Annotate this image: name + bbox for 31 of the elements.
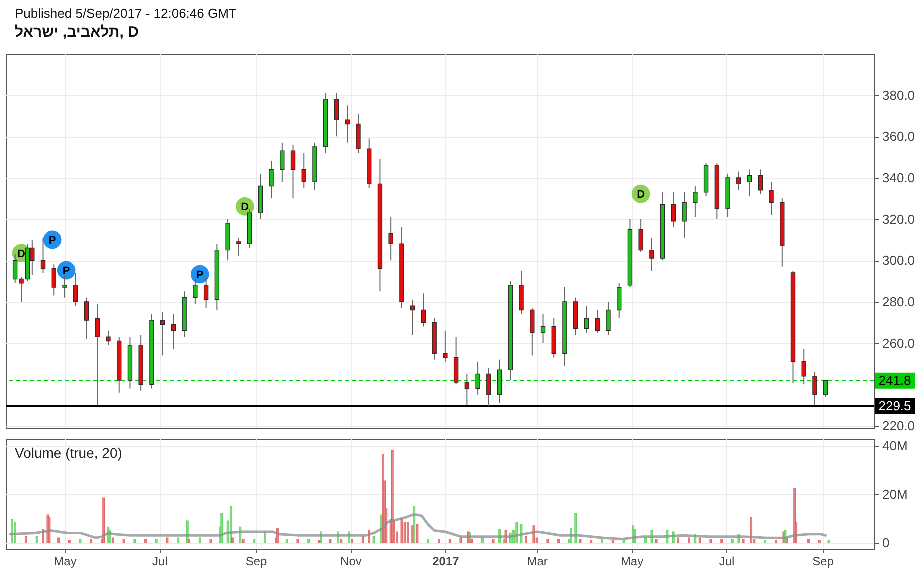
y-tick-label: 220.0 xyxy=(882,418,916,434)
y-tick-label: 380.0 xyxy=(882,88,916,103)
y-tick-label: 0 xyxy=(882,535,890,550)
text: Published 5/Sep/2017 - 12:06:46 GMT xyxy=(15,5,238,22)
text: D xyxy=(241,202,250,214)
x-tick-label: Mar xyxy=(527,554,548,568)
ref-line-label: 241.8 xyxy=(878,372,912,388)
y-tick-label: 320.0 xyxy=(882,212,916,227)
series-label: D xyxy=(18,248,26,260)
y-tick-label: 300.0 xyxy=(882,253,916,268)
y-tick-label: 260.0 xyxy=(882,336,916,351)
y-tick-label: 360.0 xyxy=(882,129,916,144)
x-tick-label: Jul xyxy=(719,554,735,568)
x-tick-label: May xyxy=(620,554,644,568)
y-tick-label: 40M xyxy=(882,438,908,454)
chart-title: Volume (true, 20) xyxy=(15,445,122,461)
series-label: P xyxy=(62,266,70,278)
x-tick-label: 2017 xyxy=(432,554,460,568)
y-tick-label: 340.0 xyxy=(882,170,916,186)
x-tick-label: May xyxy=(54,554,77,568)
y-tick-label: 20M xyxy=(882,486,908,502)
x-tick-label: Nov xyxy=(340,554,362,568)
x-tick-label: Jul xyxy=(152,554,168,568)
text: P xyxy=(48,234,56,247)
x-tick-label: Sep xyxy=(246,554,268,568)
x-tick-label: Sep xyxy=(812,554,834,568)
text: P xyxy=(196,269,204,282)
text: D xyxy=(637,189,646,202)
y-tick-label: 280.0 xyxy=(882,294,916,310)
chart-title: תלאביב, ישראל, D xyxy=(15,23,140,43)
ref-line-label: 229.5 xyxy=(878,398,912,414)
